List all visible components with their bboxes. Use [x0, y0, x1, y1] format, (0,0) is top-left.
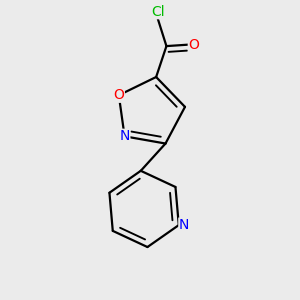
Text: O: O: [113, 88, 124, 102]
Text: N: N: [119, 129, 130, 143]
Text: Cl: Cl: [152, 5, 165, 19]
Text: N: N: [179, 218, 189, 232]
Text: O: O: [188, 38, 199, 52]
